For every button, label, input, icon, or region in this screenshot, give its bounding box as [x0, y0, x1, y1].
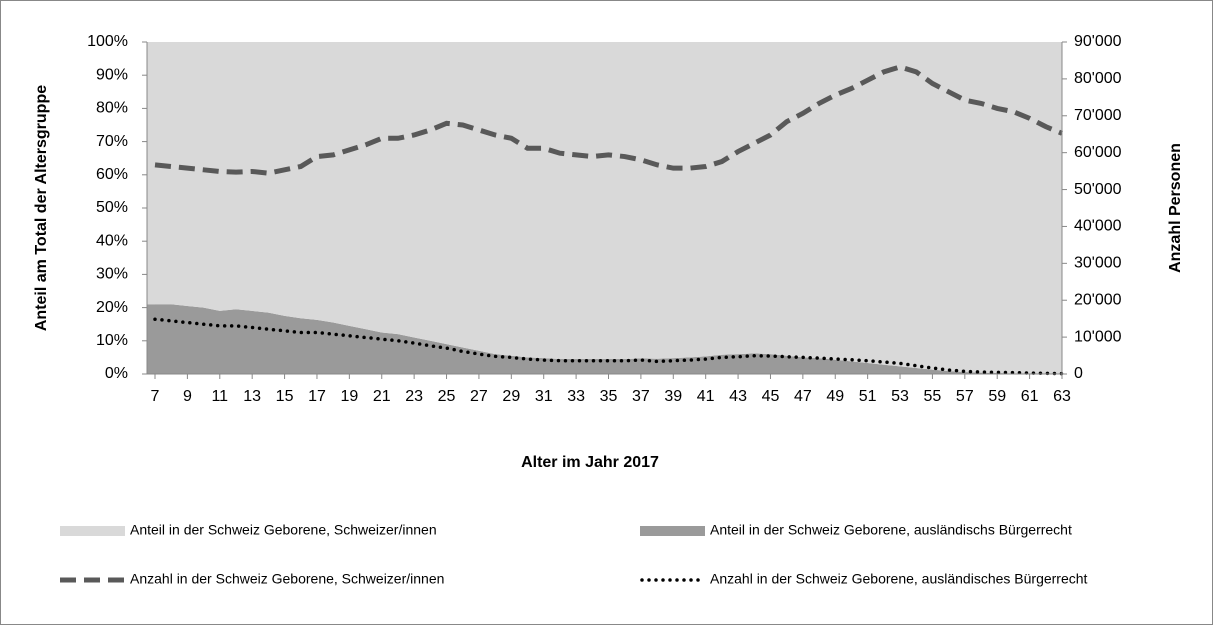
- x-axis-title: Alter im Jahr 2017: [521, 454, 659, 471]
- x-tick-label: 53: [891, 388, 909, 405]
- y2-tick-label: 30'000: [1074, 255, 1122, 272]
- y-tick-label: 30%: [96, 266, 128, 283]
- x-tick-label: 15: [276, 388, 294, 405]
- x-tick-label: 47: [794, 388, 812, 405]
- y2-axis-title: Anzahl Personen: [1167, 143, 1184, 273]
- x-tick-label: 17: [308, 388, 326, 405]
- legend-label: Anteil in der Schweiz Geborene, Schweize…: [130, 522, 437, 538]
- legend-swatch: [640, 526, 705, 536]
- y2-tick-label: 20'000: [1074, 291, 1122, 308]
- x-tick-label: 31: [535, 388, 553, 405]
- y2-tick-label: 0: [1074, 365, 1083, 382]
- area: [155, 304, 1062, 374]
- x-tick-label: 7: [151, 388, 160, 405]
- x-tick-label: 39: [664, 388, 682, 405]
- x-tick-label: 59: [988, 388, 1006, 405]
- x-tick-label: 51: [859, 388, 877, 405]
- x-tick-label: 23: [405, 388, 423, 405]
- y2-tick-label: 90'000: [1074, 33, 1122, 50]
- y2-tick-label: 40'000: [1074, 218, 1122, 235]
- x-tick-label: 25: [438, 388, 456, 405]
- y-axis-title: Anteil am Total der Altersgruppe: [33, 85, 50, 331]
- x-tick-label: 45: [762, 388, 780, 405]
- legend-label: Anteil in der Schweiz Geborene, ausländi…: [710, 522, 1072, 538]
- x-tick-label: 13: [243, 388, 261, 405]
- x-tick-label: 33: [567, 388, 585, 405]
- x-tick-label: 41: [697, 388, 715, 405]
- x-tick-label: 57: [956, 388, 974, 405]
- y-tick-label: 80%: [96, 100, 128, 117]
- y-tick-label: 0%: [105, 365, 128, 382]
- x-tick-label: 63: [1053, 388, 1071, 405]
- line: [154, 64, 1063, 176]
- y2-tick-label: 80'000: [1074, 70, 1122, 87]
- x-tick-label: 9: [183, 388, 192, 405]
- y-tick-label: 20%: [96, 299, 128, 316]
- legend-label: Anzahl in der Schweiz Geborene, Schweize…: [130, 571, 444, 587]
- y2-tick-label: 50'000: [1074, 181, 1122, 198]
- legend-swatch: [60, 526, 125, 536]
- y-tick-label: 60%: [96, 166, 128, 183]
- x-tick-label: 27: [470, 388, 488, 405]
- x-tick-label: 21: [373, 388, 391, 405]
- y-tick-label: 70%: [96, 133, 128, 150]
- y2-tick-label: 10'000: [1074, 328, 1122, 345]
- x-tick-label: 19: [340, 388, 358, 405]
- y2-tick-label: 70'000: [1074, 107, 1122, 124]
- y-tick-label: 100%: [87, 33, 128, 50]
- area: [155, 42, 1062, 374]
- x-tick-label: 37: [632, 388, 650, 405]
- x-tick-label: 11: [211, 388, 228, 405]
- x-tick-label: 29: [502, 388, 520, 405]
- y-tick-label: 50%: [96, 199, 128, 216]
- legend-label: Anzahl in der Schweiz Geborene, ausländi…: [710, 571, 1088, 587]
- area-edge: [147, 304, 155, 374]
- area-edge: [147, 42, 155, 305]
- x-tick-label: 49: [826, 388, 844, 405]
- x-tick-label: 43: [729, 388, 747, 405]
- y-tick-label: 40%: [96, 232, 128, 249]
- y-tick-label: 10%: [96, 332, 128, 349]
- x-tick-label: 55: [924, 388, 942, 405]
- x-tick-label: 61: [1021, 388, 1039, 405]
- y2-tick-label: 60'000: [1074, 144, 1122, 161]
- line: [153, 317, 1064, 376]
- x-tick-label: 35: [600, 388, 618, 405]
- y-tick-label: 90%: [96, 66, 128, 83]
